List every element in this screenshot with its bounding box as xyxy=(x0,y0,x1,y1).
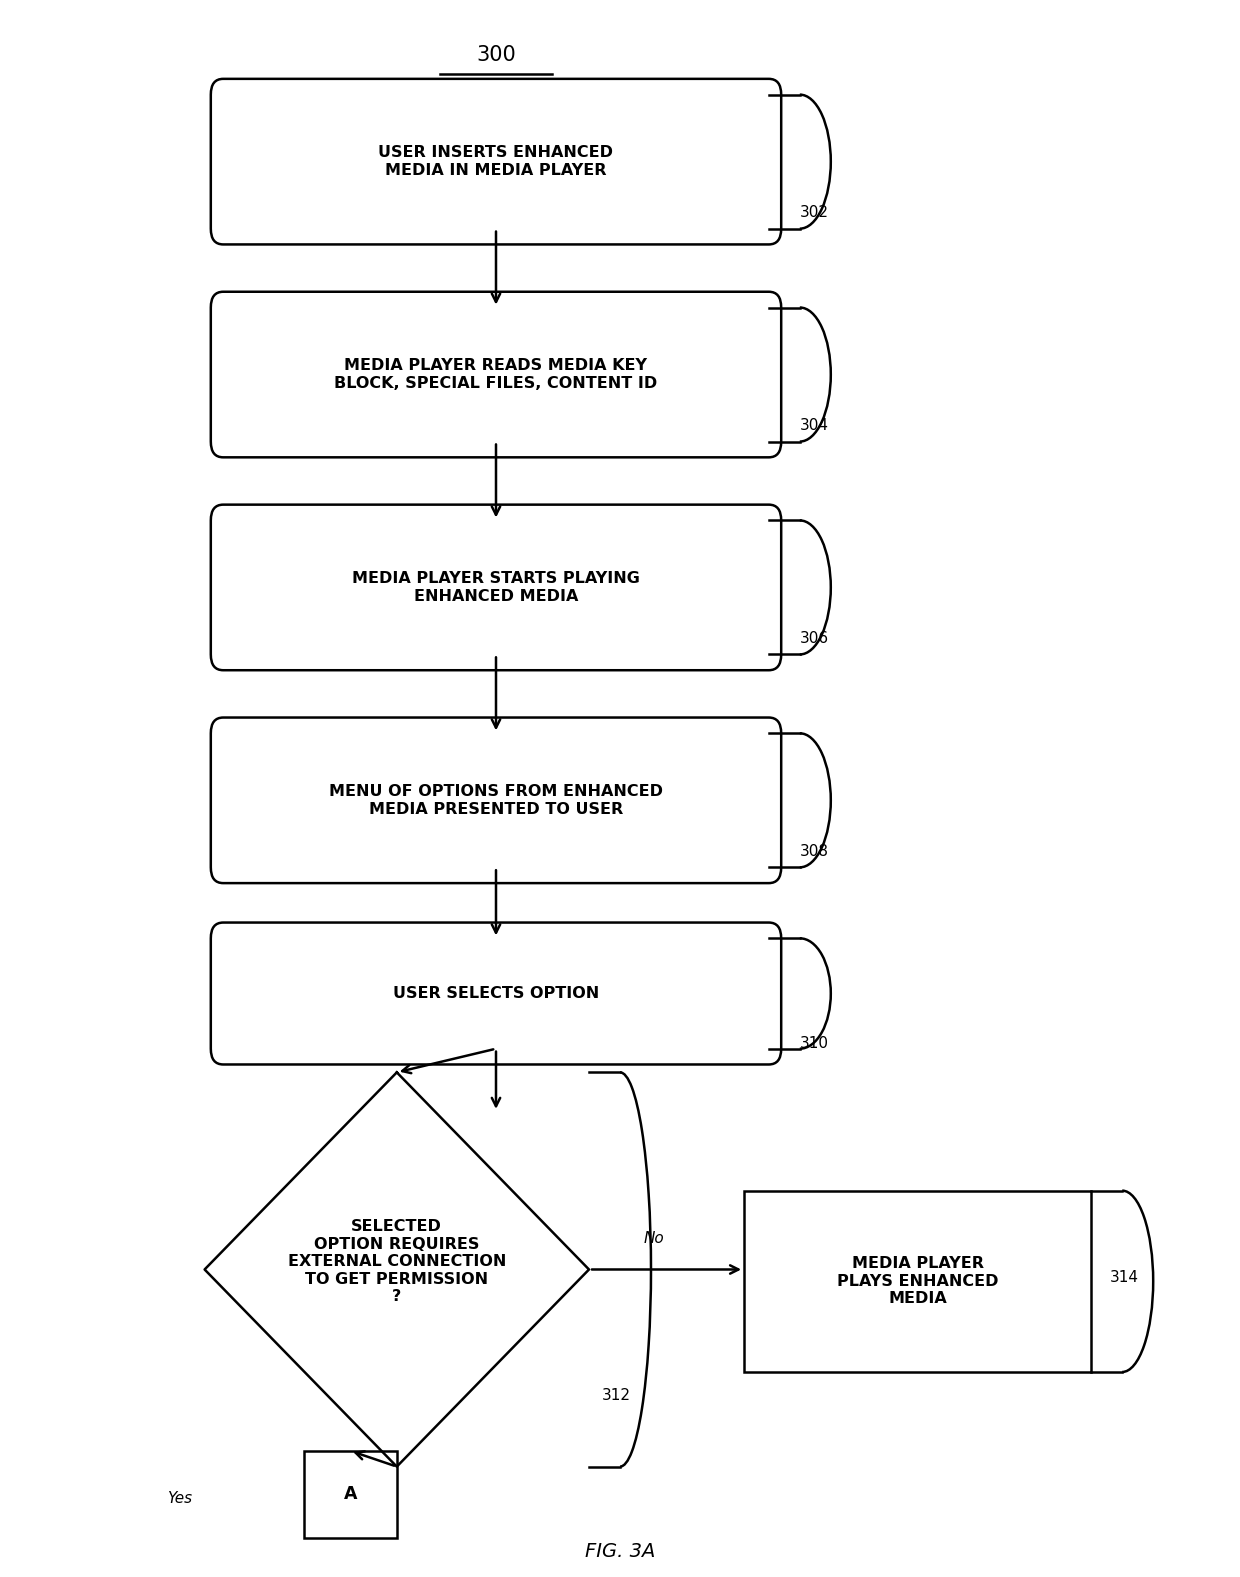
Text: Yes: Yes xyxy=(167,1490,192,1506)
Text: MEDIA PLAYER READS MEDIA KEY
BLOCK, SPECIAL FILES, CONTENT ID: MEDIA PLAYER READS MEDIA KEY BLOCK, SPEC… xyxy=(335,358,657,391)
Text: No: No xyxy=(644,1230,665,1246)
Text: 302: 302 xyxy=(800,205,828,221)
FancyBboxPatch shape xyxy=(211,718,781,883)
Bar xyxy=(304,1451,397,1538)
Text: 308: 308 xyxy=(800,844,828,859)
Text: MEDIA PLAYER
PLAYS ENHANCED
MEDIA: MEDIA PLAYER PLAYS ENHANCED MEDIA xyxy=(837,1257,998,1306)
FancyBboxPatch shape xyxy=(211,505,781,670)
Text: FIG. 3A: FIG. 3A xyxy=(585,1542,655,1561)
Text: 314: 314 xyxy=(1110,1269,1138,1285)
Text: 304: 304 xyxy=(800,418,828,434)
Bar xyxy=(744,1191,1091,1372)
Text: A: A xyxy=(343,1486,357,1503)
Text: 300: 300 xyxy=(476,46,516,65)
Text: USER INSERTS ENHANCED
MEDIA IN MEDIA PLAYER: USER INSERTS ENHANCED MEDIA IN MEDIA PLA… xyxy=(378,145,614,178)
Text: 306: 306 xyxy=(800,631,828,647)
Text: MENU OF OPTIONS FROM ENHANCED
MEDIA PRESENTED TO USER: MENU OF OPTIONS FROM ENHANCED MEDIA PRES… xyxy=(329,784,663,817)
Text: 312: 312 xyxy=(601,1388,630,1404)
Text: SELECTED
OPTION REQUIRES
EXTERNAL CONNECTION
TO GET PERMISSION
?: SELECTED OPTION REQUIRES EXTERNAL CONNEC… xyxy=(288,1219,506,1304)
Text: 310: 310 xyxy=(800,1036,828,1052)
FancyBboxPatch shape xyxy=(211,292,781,457)
FancyBboxPatch shape xyxy=(211,923,781,1064)
FancyBboxPatch shape xyxy=(211,79,781,244)
Text: USER SELECTS OPTION: USER SELECTS OPTION xyxy=(393,986,599,1001)
Text: MEDIA PLAYER STARTS PLAYING
ENHANCED MEDIA: MEDIA PLAYER STARTS PLAYING ENHANCED MED… xyxy=(352,571,640,604)
